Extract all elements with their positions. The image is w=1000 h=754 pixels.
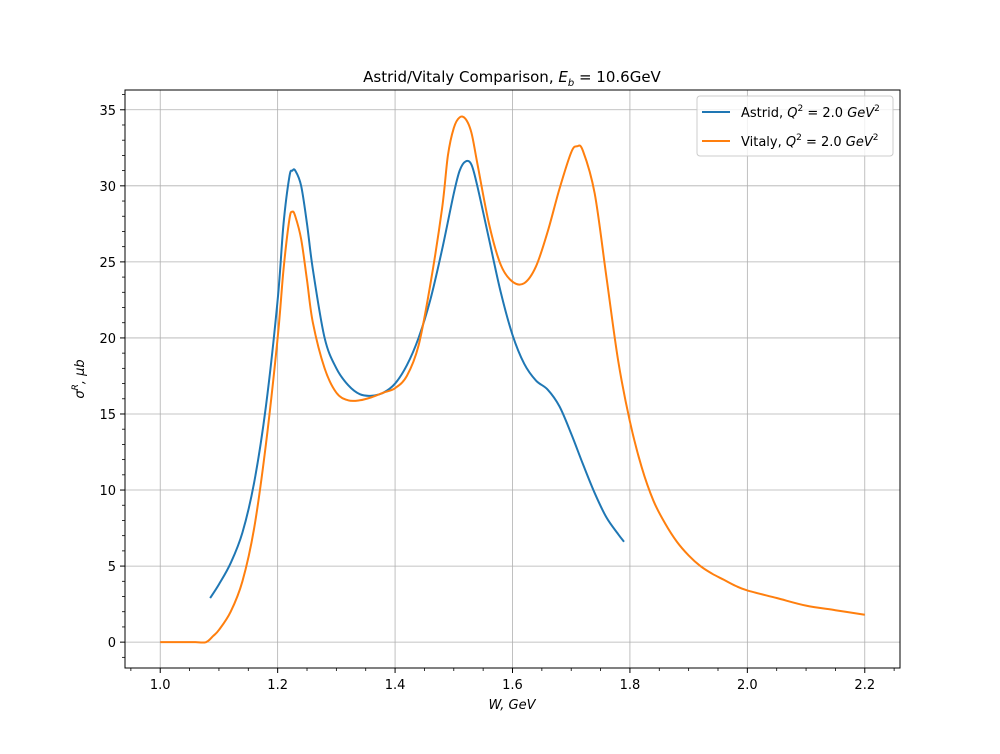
y-tick-label: 35 — [99, 104, 116, 119]
legend-label-astrid: Astrid, Q2 = 2.0 GeV2 — [741, 104, 880, 121]
legend-box — [696, 95, 894, 157]
x-tick-label: 1.4 — [385, 678, 406, 693]
y-tick-label: 30 — [99, 180, 116, 195]
y-tick-label: 25 — [99, 256, 116, 271]
x-tick-label: 2.2 — [854, 678, 875, 693]
axis-ticks: 1.0 1.2 1.4 1.6 1.8 2.0 2.2 0 5 10 15 20 25 30 35 — [99, 94, 895, 693]
y-tick-label: 20 — [99, 332, 116, 347]
x-tick-label: 1.8 — [620, 678, 641, 693]
series-line-astrid — [209, 159, 625, 599]
legend-label-vitaly: Vitaly, Q2 = 2.0 GeV2 — [741, 133, 879, 150]
y-axis-label: σR, μb — [71, 359, 88, 398]
x-axis-label: W, GeV — [488, 698, 536, 713]
x-tick-label: 1.2 — [267, 678, 288, 693]
series-line-vitaly — [160, 115, 865, 644]
y-tick-label: 0 — [108, 636, 116, 651]
x-tick-label: 2.0 — [737, 678, 758, 693]
y-tick-label: 10 — [99, 484, 116, 499]
y-tick-label: 5 — [108, 560, 116, 575]
legend: Astrid, Q2 = 2.0 GeV2 Vitaly, Q2 = 2.0 G… — [696, 95, 894, 157]
x-tick-label: 1.0 — [150, 678, 171, 693]
y-tick-label: 15 — [99, 408, 116, 423]
series-lines — [160, 115, 865, 644]
chart-title: Astrid/Vitaly Comparison, Eb = 10.6GeV — [363, 68, 661, 89]
x-tick-label: 1.6 — [502, 678, 523, 693]
grid — [125, 90, 900, 668]
